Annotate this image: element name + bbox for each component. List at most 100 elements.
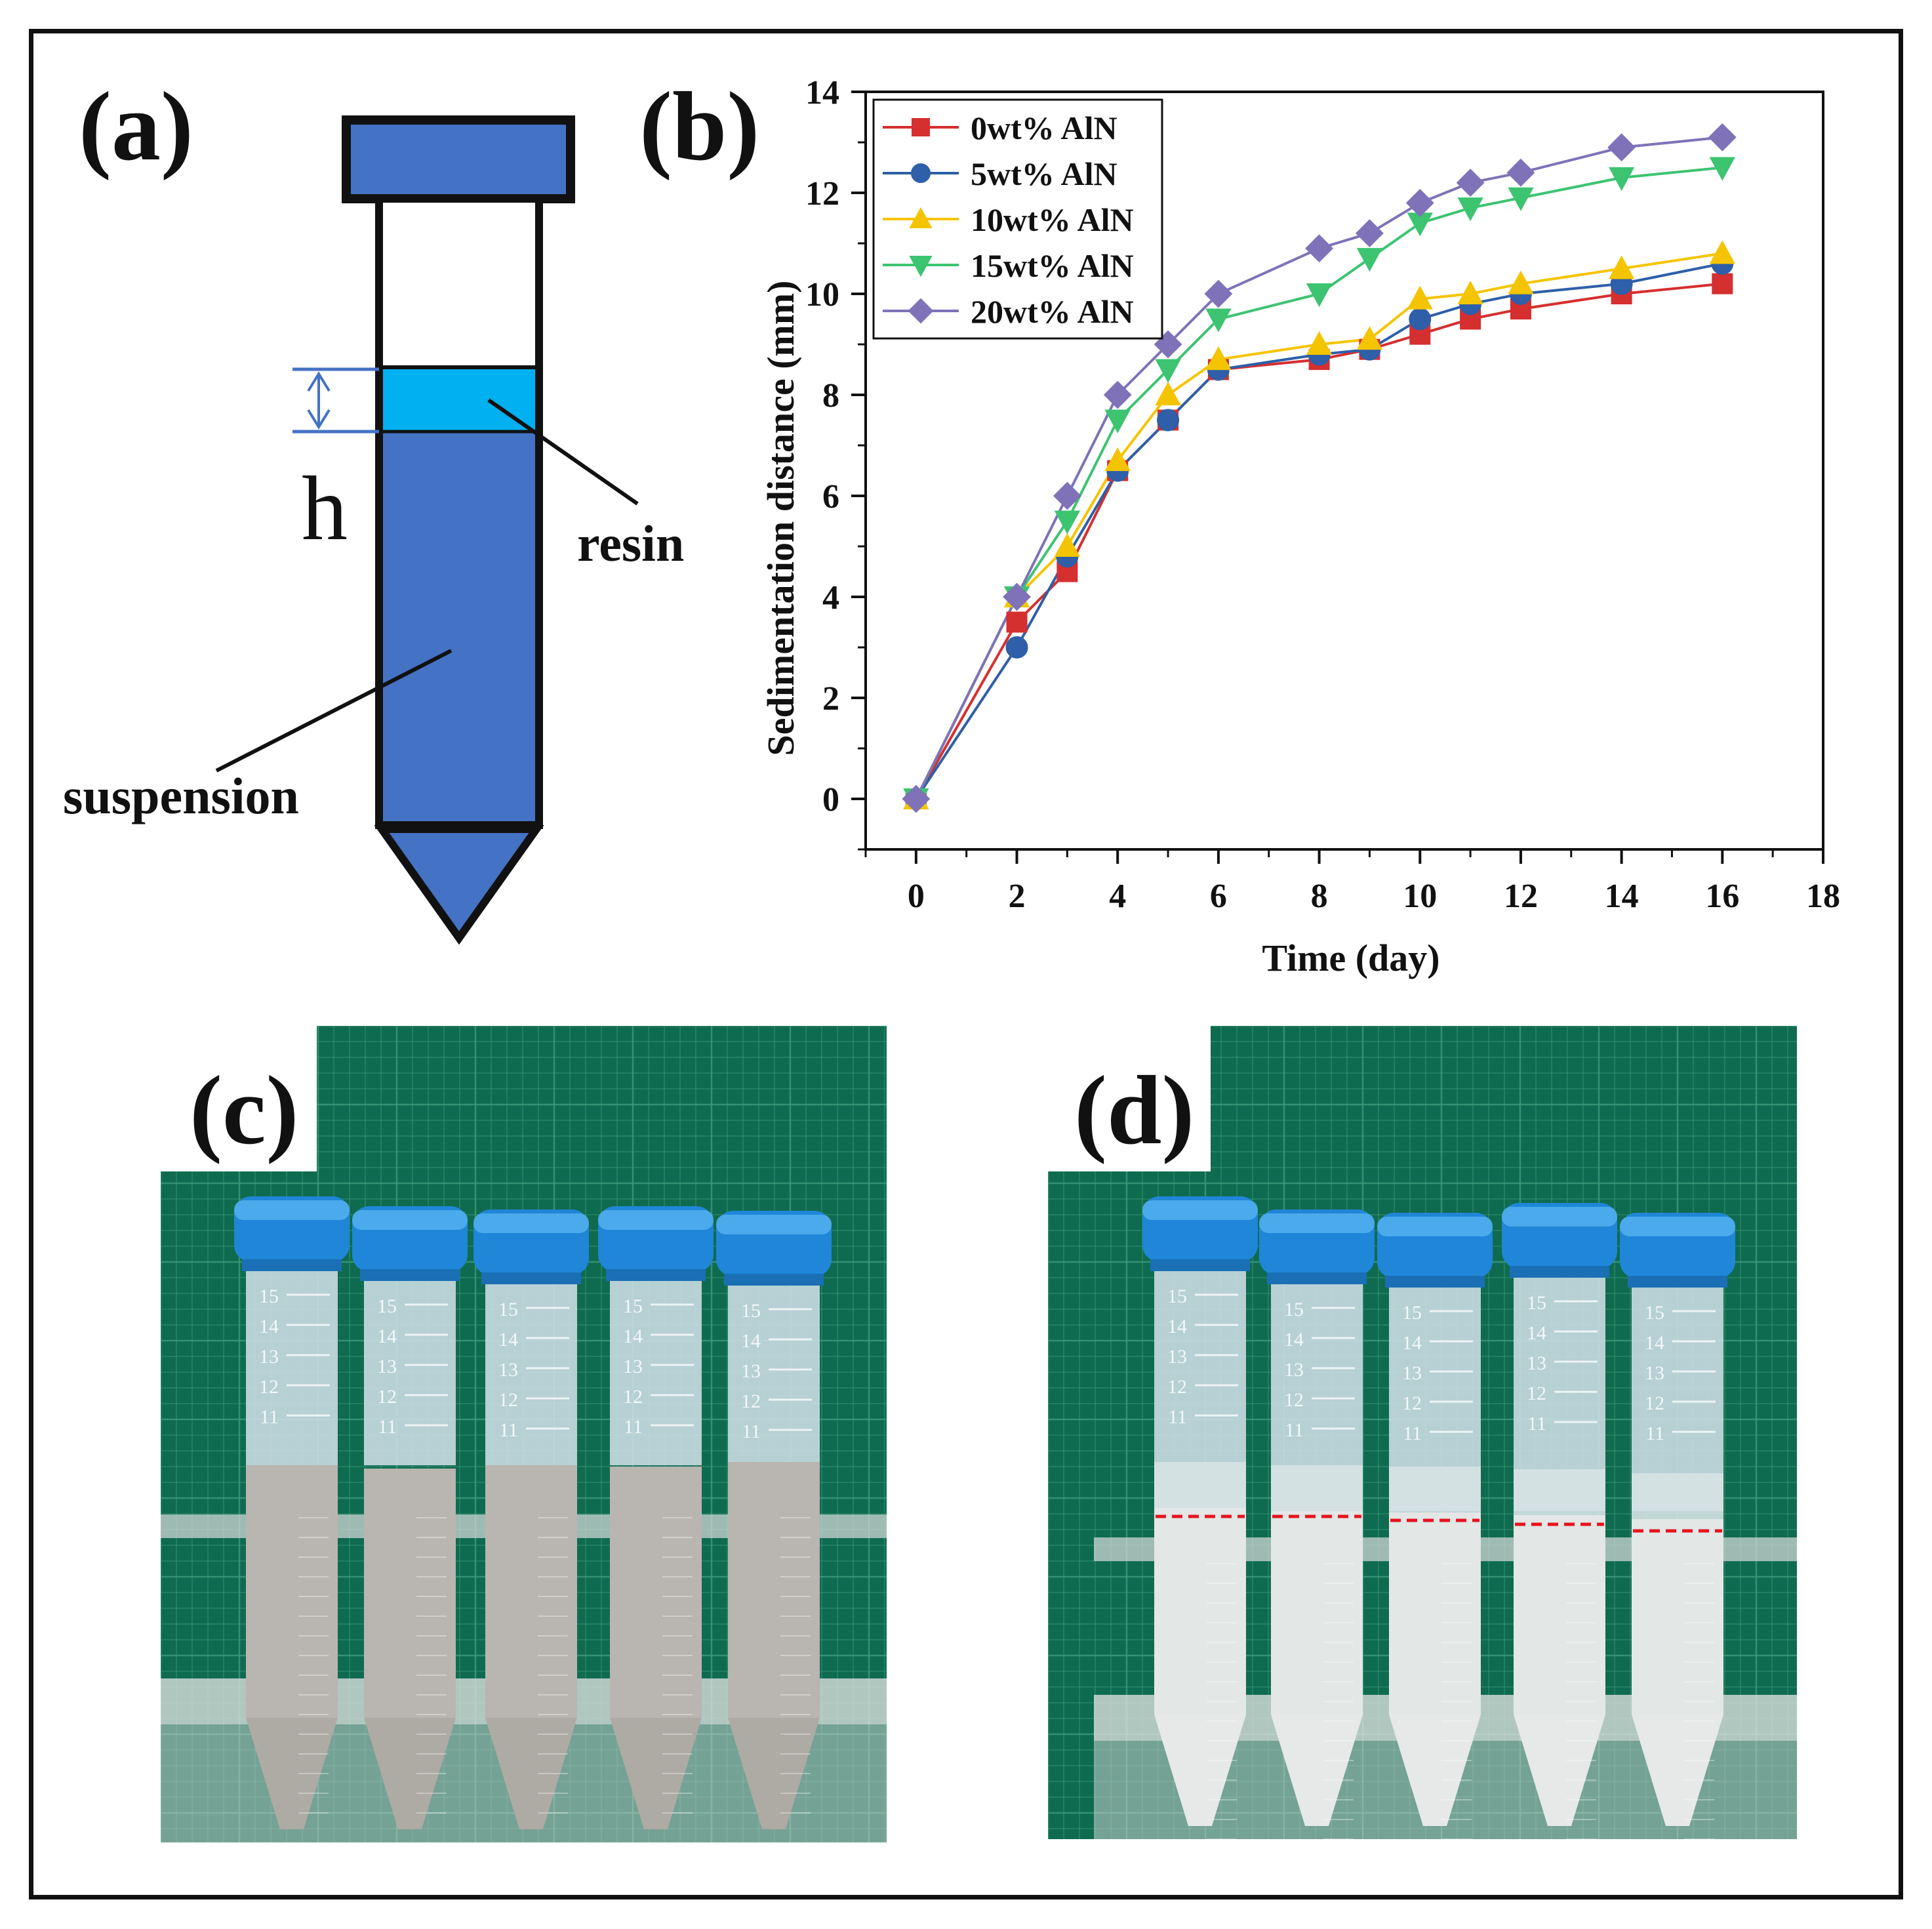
graduation-label: 13: [1402, 1362, 1422, 1384]
data-point: [1005, 636, 1028, 659]
legend-entry: 0wt% AlN: [971, 110, 1117, 146]
data-point: [909, 256, 933, 277]
graduation-label: 11: [260, 1406, 279, 1428]
graduation-label: 14: [1527, 1322, 1546, 1344]
data-point: [1608, 167, 1635, 191]
centrifuge-tube: 15 14 13 12 11: [352, 1206, 468, 1829]
data-point: [1356, 248, 1383, 272]
data-point: [1104, 409, 1131, 434]
graduation-label: 12: [1284, 1389, 1304, 1411]
graduation-label: 11: [1403, 1423, 1422, 1444]
tube-tip: [374, 825, 544, 945]
y-tick-label: 10: [805, 276, 839, 314]
graduation-label: 12: [1645, 1392, 1664, 1414]
y-tick-label: 0: [822, 781, 839, 819]
photo-c: 15 14 13 12 11 15 14 13 12 11 15 14 13 12 11 15 14 13 12 11…: [161, 1026, 887, 1842]
data-point: [1508, 187, 1534, 211]
x-tick-label: 18: [1806, 878, 1840, 915]
data-point: [1306, 283, 1333, 308]
graduation-label: 15: [1645, 1302, 1664, 1324]
data-point: [1205, 346, 1232, 371]
graduation-label: 14: [259, 1316, 279, 1337]
panel-label-d-box: [1048, 1026, 1211, 1171]
graduation-label: 14: [1167, 1316, 1187, 1337]
resin-label: resin: [577, 515, 684, 572]
tube-liquid: [1514, 1515, 1605, 1715]
centrifuge-tube: 15 14 13 12 11: [716, 1211, 832, 1829]
tube-tip: [728, 1718, 820, 1829]
tube-liquid: [246, 1465, 338, 1718]
graduation-label: 12: [741, 1391, 761, 1412]
graduation-label: 15: [741, 1300, 761, 1322]
graduation-label: 14: [1284, 1329, 1304, 1350]
data-point: [1409, 308, 1432, 331]
y-tick-label: 4: [822, 579, 839, 617]
centrifuge-tube: 15 14 13 12 11: [1377, 1213, 1493, 1839]
tube-liquid: [485, 1465, 577, 1718]
data-point: [1508, 270, 1534, 294]
legend-entry: 10wt% AlN: [971, 201, 1134, 238]
data-point: [1457, 280, 1483, 304]
tube-tip: [1271, 1715, 1363, 1826]
tube-resin: [1632, 1473, 1723, 1519]
data-point: [912, 118, 930, 136]
suspension-leader-line: [215, 649, 453, 773]
data-point: [911, 163, 931, 183]
data-point: [1709, 157, 1736, 181]
data-point: [1006, 611, 1028, 633]
graduation-label: 13: [623, 1356, 643, 1377]
legend-entry: 5wt% AlN: [971, 155, 1117, 192]
resin-leader-line: [487, 398, 639, 506]
graduation-label: 12: [1402, 1392, 1422, 1414]
x-tick-label: 4: [1109, 878, 1126, 915]
centrifuge-tube: 15 14 13 12 11: [1502, 1203, 1617, 1839]
y-tick-label: 6: [822, 478, 839, 516]
x-tick-label: 2: [1009, 878, 1026, 915]
data-point: [1104, 447, 1131, 472]
graduation-label: 15: [259, 1286, 279, 1307]
data-point: [908, 298, 934, 324]
tube-liquid: [610, 1467, 702, 1718]
resin-layer: [383, 369, 535, 432]
panel-label-d: (d): [1074, 1056, 1195, 1165]
data-point: [1053, 481, 1081, 510]
data-point: [1712, 273, 1733, 294]
graduation-label: 13: [259, 1346, 279, 1368]
y-tick-label: 2: [822, 680, 839, 718]
data-point: [1103, 380, 1132, 409]
h-label: h: [302, 458, 348, 559]
data-point: [1157, 409, 1180, 432]
graduation-label: 15: [1402, 1302, 1422, 1324]
tube-cap: [342, 115, 575, 203]
x-axis-label: Time (day): [1262, 937, 1439, 979]
y-axis-label: Sedimentation distance (mm): [759, 281, 802, 756]
graduation-label: 14: [498, 1329, 518, 1350]
x-tick-label: 10: [1403, 878, 1437, 915]
tube-liquid: [364, 1469, 456, 1718]
graduation-label: 13: [741, 1360, 761, 1382]
graduation-label: 11: [1168, 1406, 1187, 1428]
graduation-label: 13: [498, 1359, 518, 1381]
centrifuge-tube: 15 14 13 12 11: [473, 1209, 589, 1829]
tube-resin: [1389, 1467, 1481, 1513]
figure-frame: [29, 29, 1903, 1899]
x-tick-label: 8: [1311, 878, 1328, 915]
tube-liquid: [1632, 1519, 1723, 1715]
tube-tip: [610, 1718, 702, 1829]
centrifuge-tube: 15 14 13 12 11: [1259, 1209, 1375, 1839]
tube-tip: [364, 1718, 456, 1829]
data-point: [1607, 133, 1636, 162]
centrifuge-tube: 15 14 13 12 11: [1142, 1196, 1258, 1839]
tube-resin: [1154, 1462, 1246, 1508]
photo-d: 15 14 13 12 11 15 14 13 12 11 15 14 13 12 11 15 14 13 12 11…: [1048, 1026, 1797, 1839]
plot-area: [864, 91, 1824, 851]
data-point: [1709, 240, 1736, 264]
y-tick-label: 12: [805, 175, 839, 213]
data-point: [902, 784, 931, 813]
graduation-label: 14: [741, 1330, 761, 1352]
graduation-label: 13: [1527, 1352, 1546, 1374]
graduation-label: 14: [377, 1326, 397, 1347]
suspension-region: [383, 432, 535, 825]
tube-liquid: [1271, 1511, 1363, 1715]
graduation-label: 12: [623, 1386, 643, 1408]
